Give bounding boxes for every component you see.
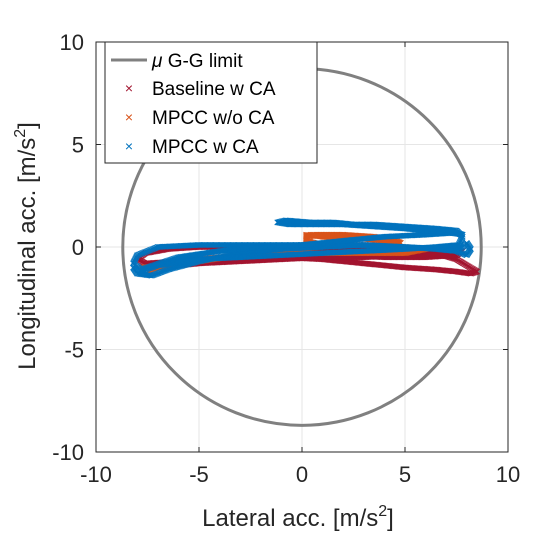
y-tick-label-3: 5 bbox=[72, 133, 84, 158]
y-tick-label-1: -5 bbox=[64, 338, 84, 363]
legend-marker-mpcc-without-ca: × bbox=[125, 109, 133, 125]
tick-labels: -10 -5 0 5 10 -10 -5 0 5 10 bbox=[52, 30, 520, 487]
point-series2-1441 bbox=[138, 267, 145, 274]
point-series2-1160 bbox=[451, 227, 458, 234]
y-axis-title: Longitudinal acc. [m/s2] bbox=[12, 122, 41, 370]
legend-marker-mpcc-with-ca: × bbox=[125, 138, 133, 154]
y-tick-label-0: -10 bbox=[52, 440, 84, 465]
legend-label-mpcc-with-ca: MPCC w CA bbox=[152, 137, 259, 158]
x-tick-label-4: 10 bbox=[496, 462, 520, 487]
legend-box bbox=[104, 41, 318, 164]
point-series2-1442 bbox=[137, 268, 144, 275]
y-tick-label-4: 10 bbox=[60, 30, 84, 55]
legend-label-limit-circle: μ G-G limit bbox=[151, 51, 243, 72]
x-tick-label-0: -10 bbox=[80, 462, 112, 487]
x-tick-label-3: 5 bbox=[399, 462, 411, 487]
legend: μ G-G limit × Baseline w CA × MPCC w/o C… bbox=[104, 41, 318, 164]
series-layer bbox=[130, 217, 481, 279]
x-tick-label-2: 0 bbox=[296, 462, 308, 487]
legend-label-mpcc-without-ca: MPCC w/o CA bbox=[152, 108, 275, 129]
legend-label-baseline: Baseline w CA bbox=[152, 79, 276, 100]
legend-marker-baseline: × bbox=[125, 80, 133, 96]
x-tick-label-1: -5 bbox=[189, 462, 209, 487]
series-group-2 bbox=[130, 217, 474, 279]
y-tick-label-2: 0 bbox=[72, 235, 84, 260]
x-axis-title: Lateral acc. [m/s2] bbox=[202, 503, 394, 532]
